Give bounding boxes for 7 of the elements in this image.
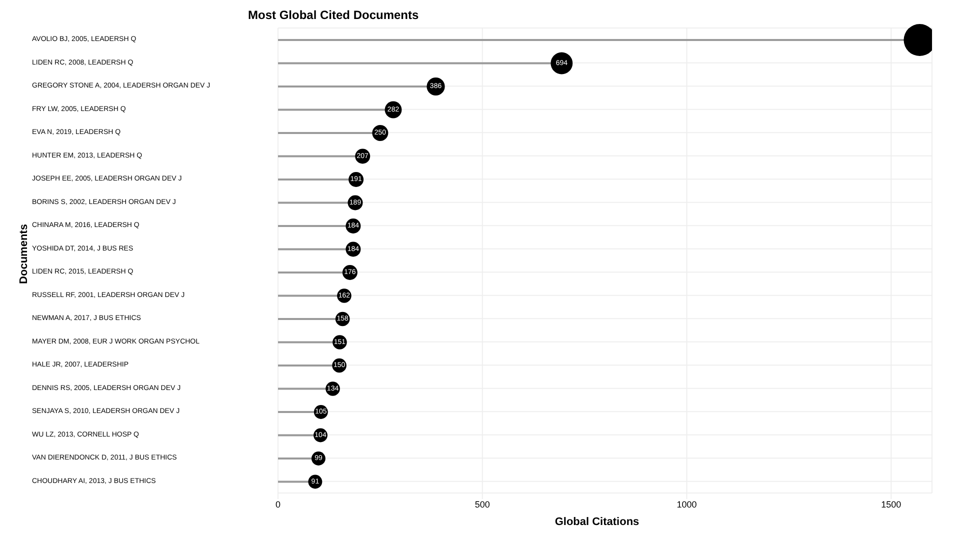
x-axis-title: Global Citations xyxy=(554,516,640,528)
x-tick-label: 1500 xyxy=(881,499,902,510)
x-tick-label: 0 xyxy=(275,499,281,510)
x-tick-label: 500 xyxy=(474,499,490,510)
chart-title: Most Global Cited Documents xyxy=(248,8,419,22)
x-tick-label: 1000 xyxy=(676,499,697,510)
y-axis-title: Documents xyxy=(18,224,30,284)
